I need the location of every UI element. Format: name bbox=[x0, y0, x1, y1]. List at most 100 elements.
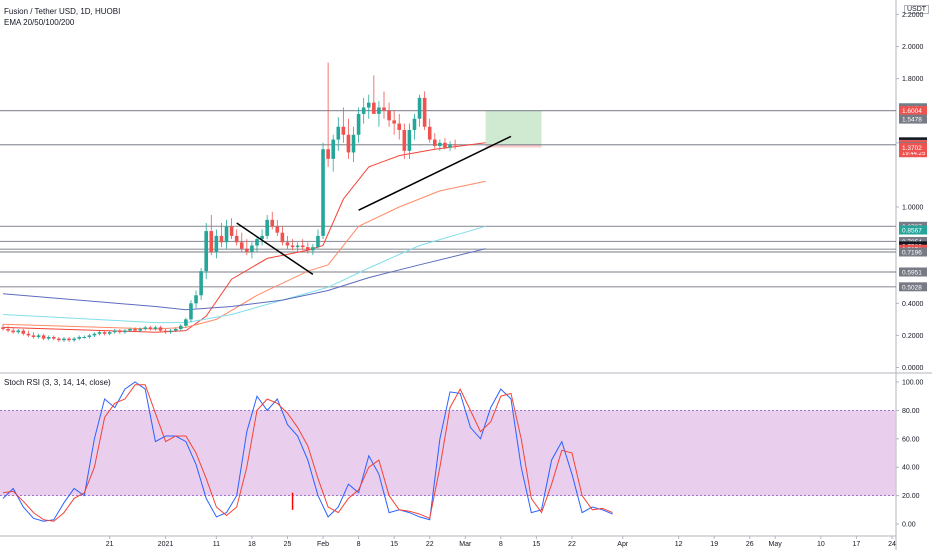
price-tag-label: 1.5478 bbox=[902, 117, 922, 124]
candle-body bbox=[52, 337, 56, 339]
candle-body bbox=[97, 332, 102, 334]
candle-body bbox=[448, 144, 452, 148]
candle-body bbox=[1, 327, 5, 329]
candle-body bbox=[438, 142, 442, 147]
candle-body bbox=[62, 338, 66, 341]
candle-body bbox=[443, 142, 447, 148]
price-tag bbox=[899, 247, 927, 257]
price-tag-countdown: 19:44:25 bbox=[902, 151, 926, 157]
candle-body bbox=[336, 126, 341, 140]
time-axis-label: 26 bbox=[746, 541, 754, 548]
rsi-band bbox=[0, 410, 896, 496]
candle-body bbox=[280, 232, 285, 243]
stoch-rsi-line bbox=[2, 381, 613, 522]
time-axis-label: Feb bbox=[317, 541, 329, 548]
candle-body bbox=[214, 235, 219, 252]
candle-body bbox=[26, 333, 31, 336]
price-tag bbox=[899, 114, 927, 124]
price-axis-label: 2.0000 bbox=[902, 44, 924, 51]
candle-body bbox=[250, 245, 254, 252]
candle-body bbox=[255, 239, 259, 246]
candle-body bbox=[433, 139, 437, 147]
candle-body bbox=[346, 134, 351, 153]
chart-header: Fusion / Tether USD, 1D, HUOBI EMA 20/50… bbox=[4, 6, 120, 28]
candle-body bbox=[229, 226, 234, 236]
time-axis-label: 19 bbox=[710, 541, 718, 548]
candle-body bbox=[123, 330, 127, 333]
price-tag bbox=[899, 106, 927, 116]
candle-body bbox=[92, 333, 97, 336]
candle-body bbox=[356, 113, 361, 135]
candle-body bbox=[321, 149, 325, 236]
candle-body bbox=[427, 126, 432, 140]
indicator-legend[interactable]: EMA 20/50/100/200 bbox=[4, 18, 75, 27]
rsi-axis-label: 20.00 bbox=[902, 493, 920, 500]
candle-body bbox=[402, 129, 407, 151]
target-zone bbox=[485, 110, 542, 145]
currency-label[interactable]: USDT bbox=[904, 5, 930, 14]
stoch-rsi-line bbox=[2, 384, 613, 522]
ema-line bbox=[2, 180, 486, 330]
candle-body bbox=[234, 235, 239, 243]
price-tag-label: 0.8567 bbox=[902, 227, 922, 234]
price-tag-label: 1.6004 bbox=[902, 108, 922, 115]
candle-body bbox=[11, 330, 15, 333]
time-axis-label: 25 bbox=[284, 541, 292, 548]
symbol-title[interactable]: Fusion / Tether USD, 1D, HUOBI bbox=[4, 7, 121, 16]
time-axis-label: May bbox=[769, 541, 783, 548]
candle-body bbox=[41, 335, 46, 339]
ema-line bbox=[2, 225, 486, 324]
price-axis-label: 1.8000 bbox=[902, 76, 924, 83]
price-tag-label: 0.5028 bbox=[902, 284, 922, 291]
candle-body bbox=[31, 335, 36, 338]
candle-body bbox=[407, 129, 412, 151]
rsi-axis-label: 40.00 bbox=[902, 465, 920, 472]
stop-zone bbox=[485, 144, 542, 148]
time-axis-label: 8 bbox=[499, 541, 503, 548]
candle-body bbox=[260, 235, 264, 240]
candle-body bbox=[16, 330, 21, 333]
candle-body bbox=[372, 102, 376, 114]
time-axis-label: 8 bbox=[357, 541, 361, 548]
candle-body bbox=[417, 97, 422, 119]
rsi-axis-label: 80.00 bbox=[902, 408, 920, 415]
candle-body bbox=[311, 247, 315, 251]
candle-body bbox=[422, 97, 427, 127]
candle-body bbox=[112, 330, 117, 333]
candle-body bbox=[163, 330, 168, 333]
time-axis-label: 22 bbox=[426, 541, 434, 548]
price-tag-label: 0.7196 bbox=[902, 250, 922, 257]
stoch-rsi-title[interactable]: Stoch RSI (3, 3, 14, 14, close) bbox=[4, 378, 111, 387]
price-tag-label: 0.5951 bbox=[902, 269, 922, 276]
candle-body bbox=[270, 219, 275, 227]
candle-body bbox=[194, 295, 198, 304]
time-axis-label: 18 bbox=[248, 541, 256, 548]
time-axis-label: Apr bbox=[617, 541, 629, 548]
time-axis-label: 22 bbox=[568, 541, 576, 548]
time-axis-label: 17 bbox=[853, 541, 861, 548]
candle-body bbox=[138, 328, 142, 331]
time-axis-label: 2021 bbox=[158, 541, 174, 548]
candle-body bbox=[306, 247, 310, 251]
candle-body bbox=[102, 332, 107, 334]
candle-body bbox=[107, 332, 112, 334]
price-axis-label: 2.2000 bbox=[902, 12, 924, 19]
candle-body bbox=[153, 327, 158, 329]
candle-body bbox=[199, 271, 203, 296]
candle-body bbox=[326, 149, 330, 159]
candle-body bbox=[239, 242, 244, 249]
price-axis-label: 0.2000 bbox=[902, 333, 924, 340]
ema-line bbox=[2, 142, 486, 333]
candle-body bbox=[72, 338, 76, 341]
price-tag bbox=[899, 143, 927, 153]
candle-body bbox=[265, 219, 269, 236]
candle-body bbox=[143, 327, 148, 329]
candle-body bbox=[290, 245, 295, 248]
candle-body bbox=[173, 328, 178, 331]
rsi-axis-label: 0.00 bbox=[902, 522, 916, 529]
price-tag bbox=[899, 225, 927, 235]
candle-body bbox=[300, 245, 305, 248]
candle-body bbox=[245, 248, 249, 252]
candle-body bbox=[382, 107, 386, 111]
